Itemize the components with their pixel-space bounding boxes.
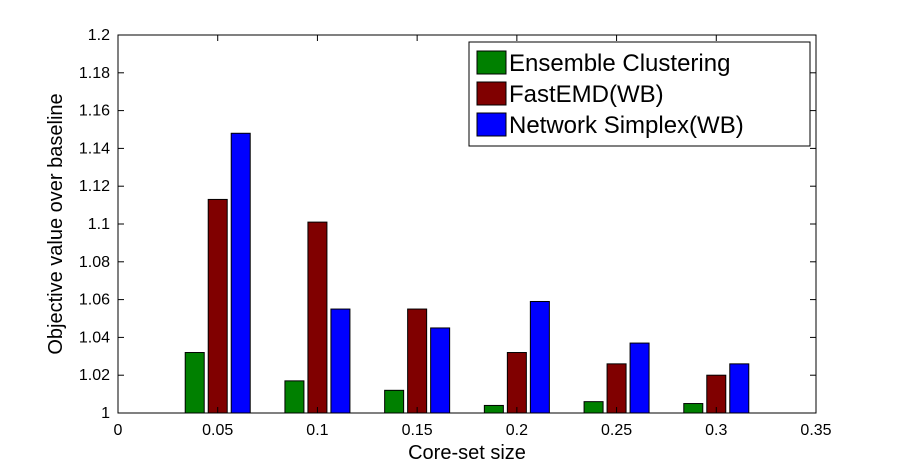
y-tick-label: 1.2 — [88, 27, 110, 44]
y-tick-label: 1.12 — [79, 178, 110, 195]
y-tick-label: 1.04 — [79, 329, 110, 346]
legend-label: Network Simplex(WB) — [509, 112, 744, 139]
legend-swatch — [476, 81, 507, 106]
x-tick-label: 0.25 — [601, 422, 632, 439]
legend-swatch — [476, 112, 507, 137]
bar-2-3 — [407, 308, 428, 414]
bar-2-5 — [606, 363, 627, 414]
x-axis-title: Core-set size — [408, 442, 526, 464]
legend: Ensemble Clustering FastEMD(WB) Network Si… — [468, 41, 811, 147]
bar-1-3 — [384, 389, 405, 414]
y-tick-label: 1.18 — [79, 65, 110, 82]
x-axis: 0 0.05 0.1 0.15 0.2 0.25 0.3 0.35 — [114, 35, 832, 439]
bar-1-6 — [683, 403, 704, 414]
bar-1-2 — [284, 380, 305, 414]
bar-1-5 — [583, 401, 604, 414]
y-tick-label: 1.16 — [79, 103, 110, 120]
bar-2-2 — [307, 221, 328, 414]
x-tick-label: 0.1 — [306, 422, 328, 439]
x-tick-label: 0.05 — [202, 422, 233, 439]
y-axis-title: Objective value over baseline — [45, 93, 67, 354]
x-tick-label: 0.2 — [506, 422, 528, 439]
legend-label: FastEMD(WB) — [509, 81, 664, 108]
bar-3-4 — [529, 300, 550, 414]
bar-3-3 — [430, 327, 451, 414]
x-tick-label: 0 — [114, 422, 123, 439]
y-tick-label: 1.02 — [79, 367, 110, 384]
bar-3-2 — [330, 308, 351, 414]
legend-label: Ensemble Clustering — [509, 50, 730, 77]
bar-3-6 — [729, 363, 750, 414]
bar-3-1 — [230, 132, 251, 414]
bar-1-1 — [184, 352, 205, 414]
y-tick-label: 1 — [101, 405, 110, 422]
y-tick-label: 1.1 — [88, 216, 110, 233]
x-tick-label: 0.15 — [402, 422, 433, 439]
y-tick-label: 1.08 — [79, 254, 110, 271]
bar-2-4 — [506, 352, 527, 414]
y-tick-label: 1.14 — [79, 140, 110, 157]
x-tick-label: 0.3 — [705, 422, 727, 439]
y-axis: 1 1.02 1.04 1.06 1.08 1.1 1.12 1.14 1.16 1.18 1.2 — [79, 27, 816, 422]
bar-1-4 — [483, 404, 504, 414]
legend-swatch — [476, 50, 507, 75]
bar-3-5 — [629, 342, 650, 414]
x-tick-label: 0.35 — [800, 422, 831, 439]
legend-box — [468, 41, 811, 147]
y-tick-label: 1.06 — [79, 292, 110, 309]
bar-2-1 — [207, 198, 228, 414]
